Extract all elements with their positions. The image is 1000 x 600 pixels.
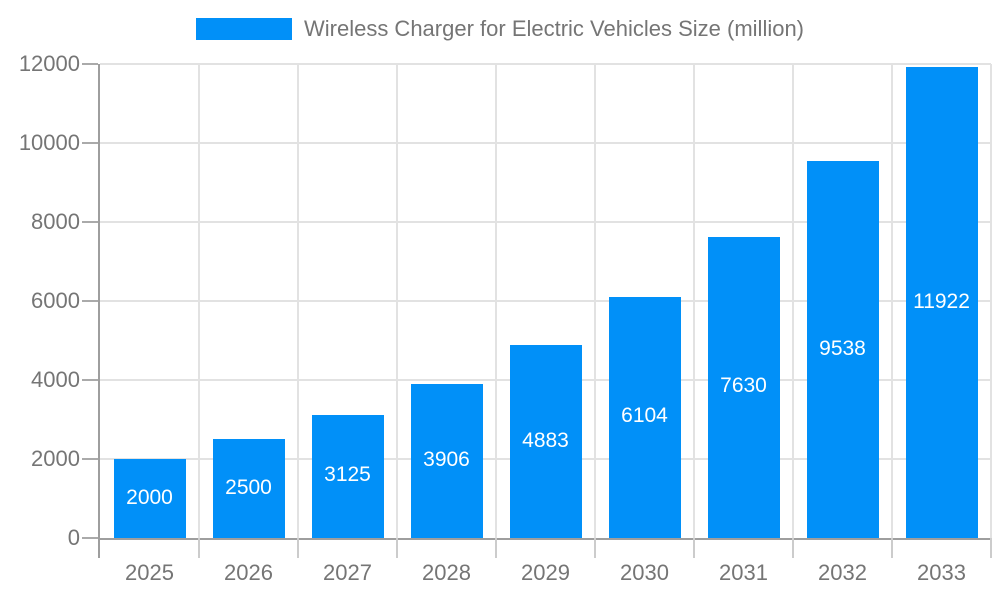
bar[interactable] <box>806 161 879 538</box>
x-axis-tick <box>198 538 200 558</box>
x-gridline <box>297 64 299 538</box>
x-axis-label: 2031 <box>719 560 768 585</box>
y-gridline <box>100 221 991 223</box>
x-axis-label: 2033 <box>917 560 966 585</box>
y-axis-label: 12000 <box>18 51 80 76</box>
y-axis-tick <box>82 221 98 223</box>
y-axis-label: 2000 <box>31 446 80 471</box>
x-axis-label: 2029 <box>521 560 570 585</box>
bar[interactable] <box>707 236 780 538</box>
bar[interactable] <box>608 296 681 538</box>
y-gridline <box>100 142 991 144</box>
x-gridline <box>594 64 596 538</box>
x-axis-tick <box>891 538 893 558</box>
x-gridline <box>198 64 200 538</box>
y-axis-tick <box>82 537 98 539</box>
x-axis-label: 2028 <box>422 560 471 585</box>
y-axis-label: 4000 <box>31 367 80 392</box>
y-axis-tick <box>82 63 98 65</box>
x-axis-tick <box>792 538 794 558</box>
x-gridline <box>990 64 992 538</box>
x-gridline <box>891 64 893 538</box>
bar[interactable] <box>410 383 483 538</box>
y-axis-tick <box>82 142 98 144</box>
x-axis-tick <box>297 538 299 558</box>
x-axis-label: 2027 <box>323 560 372 585</box>
x-axis-tick <box>594 538 596 558</box>
y-axis-label: 0 <box>67 525 80 550</box>
x-axis-tick <box>396 538 398 558</box>
x-axis-tick <box>495 538 497 558</box>
x-axis-label: 2030 <box>620 560 669 585</box>
legend[interactable]: Wireless Charger for Electric Vehicles S… <box>0 16 1000 42</box>
y-axis-label: 6000 <box>31 288 80 313</box>
x-gridline <box>693 64 695 538</box>
x-axis-label: 2026 <box>224 560 273 585</box>
bar[interactable] <box>311 414 384 538</box>
x-gridline <box>792 64 794 538</box>
x-axis-label: 2025 <box>125 560 174 585</box>
legend-swatch <box>195 18 292 40</box>
x-axis-label: 2032 <box>818 560 867 585</box>
x-gridline <box>495 64 497 538</box>
y-axis-label: 10000 <box>18 130 80 155</box>
bar[interactable] <box>212 439 285 538</box>
x-axis-tick <box>98 538 100 558</box>
y-axis-tick <box>82 300 98 302</box>
bar[interactable] <box>509 345 582 538</box>
y-gridline <box>100 300 991 302</box>
x-gridline <box>396 64 398 538</box>
x-axis-tick <box>693 538 695 558</box>
y-axis-tick <box>82 379 98 381</box>
bar[interactable] <box>113 459 186 538</box>
legend-label: Wireless Charger for Electric Vehicles S… <box>303 16 805 41</box>
y-axis-label: 8000 <box>31 209 80 234</box>
y-axis-tick <box>82 458 98 460</box>
bar[interactable] <box>905 67 978 538</box>
y-gridline <box>100 63 991 65</box>
plot-area: 0 2000 4000 6000 8000 10000 12000 2000 2025 2500 2… <box>19 51 992 585</box>
x-axis-tick <box>990 538 992 558</box>
